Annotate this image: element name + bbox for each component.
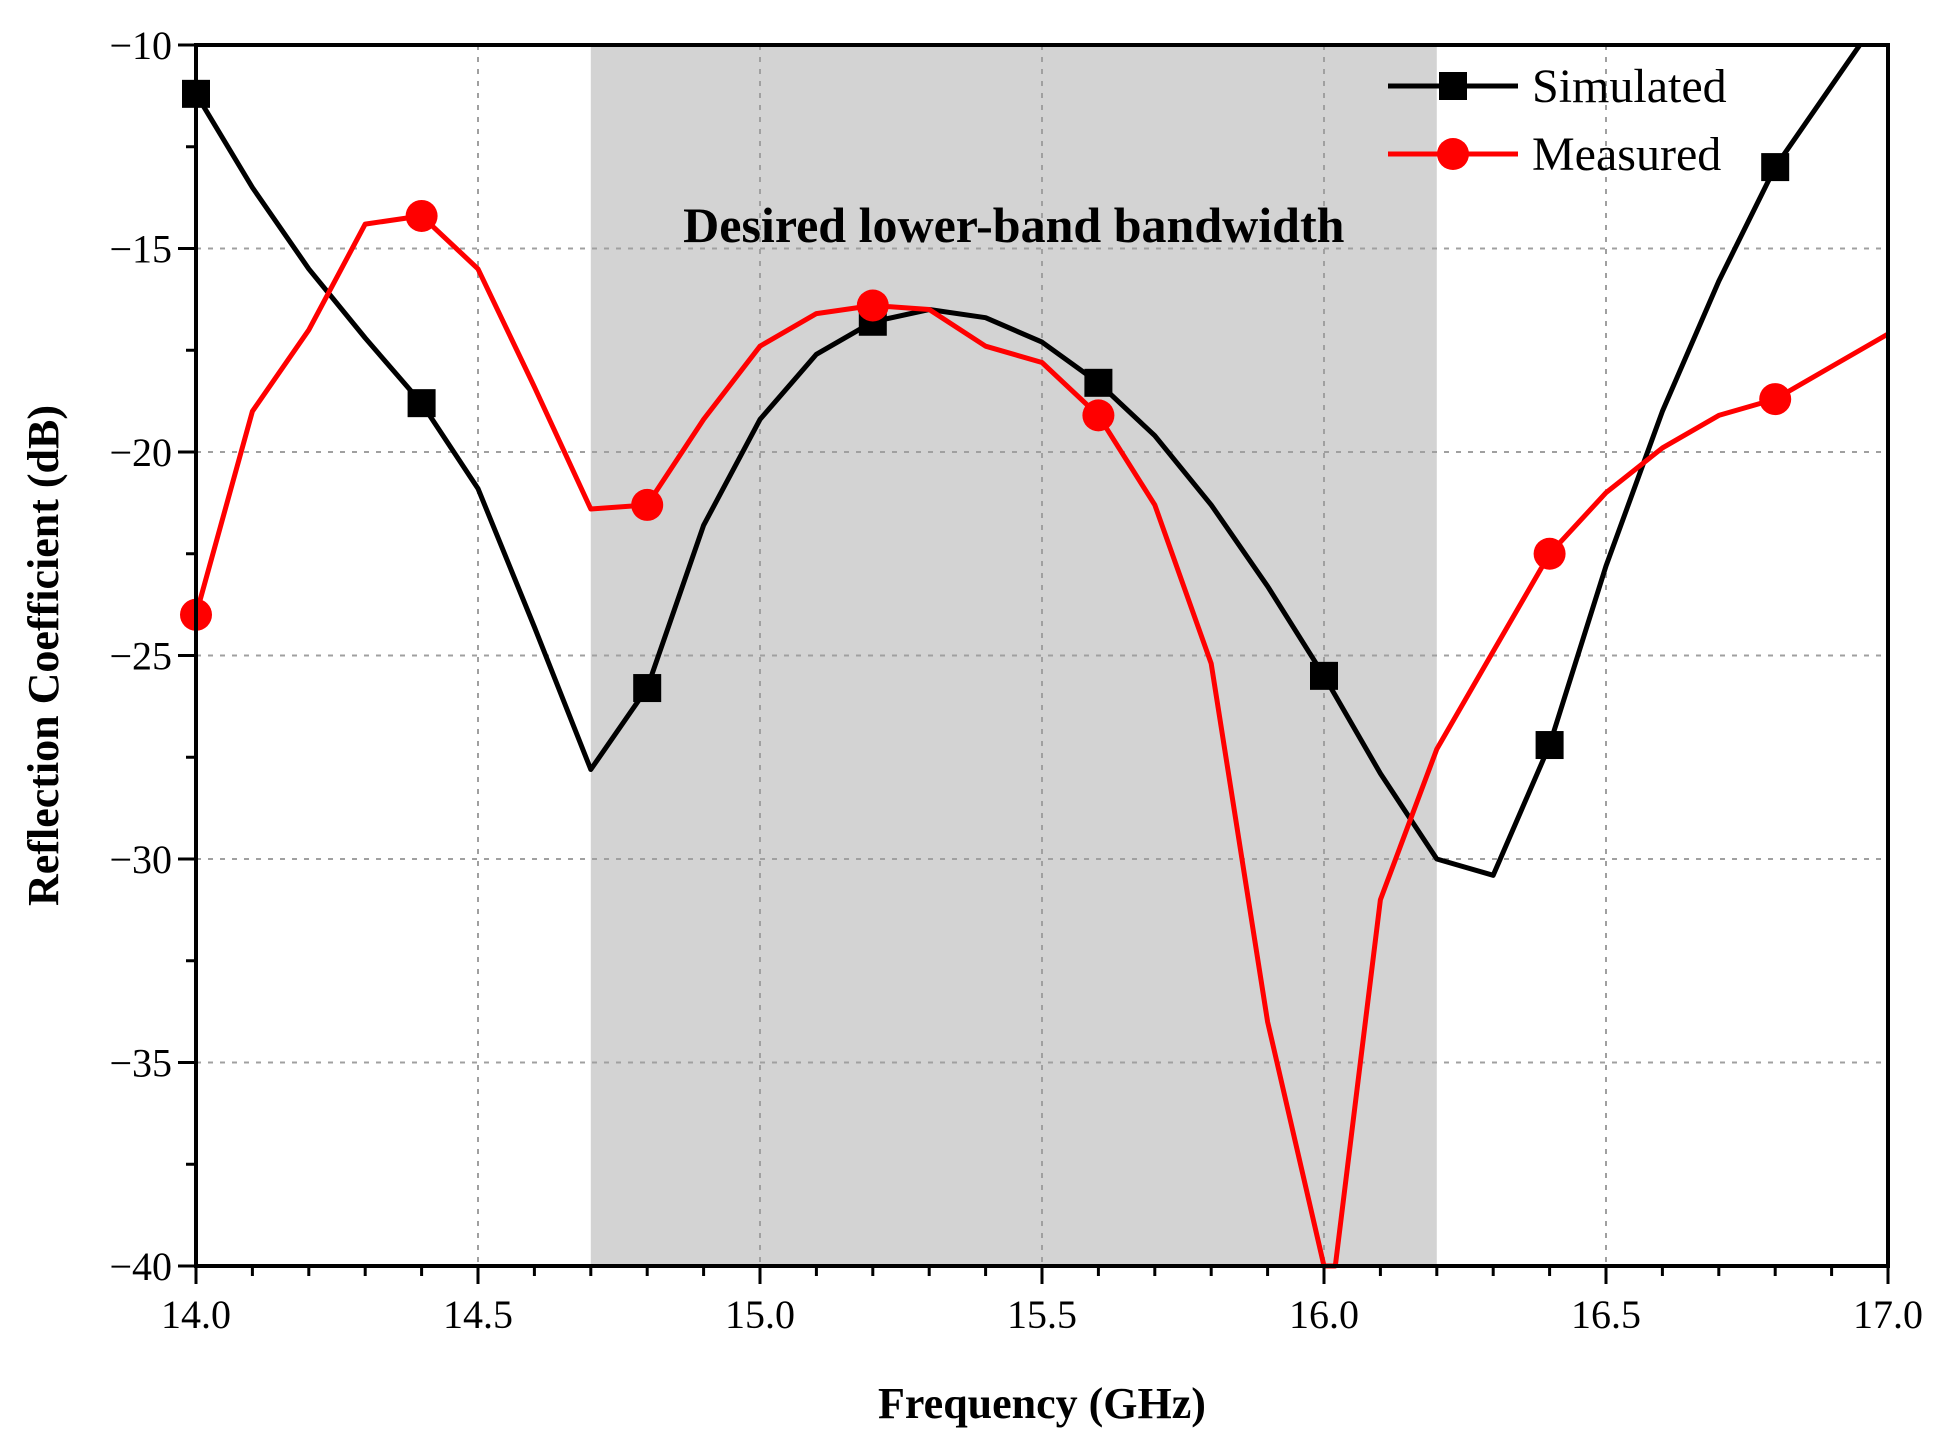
measured-series-line: [193, 213, 1890, 1269]
measured-marker: [1533, 537, 1566, 570]
measured-marker: [631, 488, 664, 521]
x-tick-label: 15.0: [725, 1292, 795, 1337]
y-axis-title: Reflection Coefficient (dB): [19, 405, 68, 906]
y-tick-label: −10: [109, 23, 172, 68]
simulated-marker: [1310, 661, 1338, 690]
x-tick-label: 16.5: [1571, 1292, 1641, 1337]
x-axis-title: Frequency (GHz): [878, 1379, 1206, 1428]
legend-simulated-label: Simulated: [1532, 60, 1727, 113]
y-tick-label: −35: [109, 1041, 172, 1086]
simulated-marker: [1084, 368, 1113, 397]
simulated-marker: [407, 389, 436, 418]
x-tick-label: 14.5: [443, 1292, 513, 1337]
x-tick-label: 15.5: [1007, 1292, 1077, 1337]
legend-simulated-marker: [1439, 72, 1467, 100]
series-layer: [180, 43, 1890, 1269]
y-tick-label: −40: [109, 1244, 172, 1289]
x-tick-label: 16.0: [1289, 1292, 1359, 1337]
simulated-marker: [1761, 153, 1790, 182]
y-tick-label: −25: [109, 634, 172, 679]
x-tick-label: 17.0: [1853, 1292, 1923, 1337]
legend: Simulated Measured: [1388, 60, 1727, 181]
y-tick-label: −15: [109, 227, 172, 272]
measured-marker: [1082, 399, 1115, 432]
measured-marker: [856, 289, 889, 322]
tick-layer: 14.0 14.5 15.0 15.5 16.0 16.5 17.0 −40 −35 −30 −25…: [109, 23, 1923, 1337]
simulated-marker: [633, 674, 662, 703]
legend-measured-marker: [1437, 138, 1469, 170]
measured-marker: [1759, 383, 1792, 416]
legend-measured-label: Measured: [1532, 128, 1721, 181]
simulated-marker: [1535, 731, 1564, 760]
measured-marker: [405, 199, 438, 232]
y-tick-label: −30: [109, 837, 172, 882]
y-tick-label: −20: [109, 430, 172, 475]
shaded-region-label: Desired lower-band bandwidth: [683, 197, 1344, 253]
simulated-series-line: [193, 43, 1862, 878]
x-tick-label: 14.0: [161, 1292, 231, 1337]
